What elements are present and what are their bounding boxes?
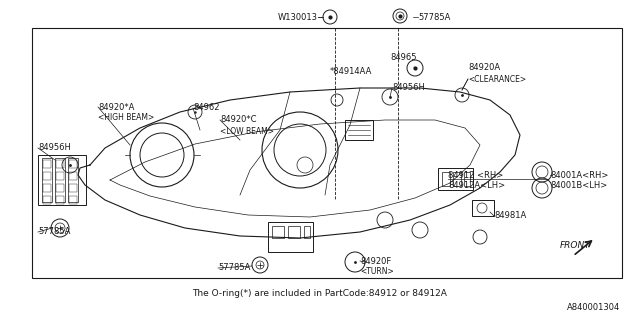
Text: 84920*A: 84920*A xyxy=(98,102,134,111)
Text: *84914AA: *84914AA xyxy=(330,68,372,76)
Text: 84981A: 84981A xyxy=(494,212,526,220)
Bar xyxy=(32,28,622,278)
Bar xyxy=(55,158,65,202)
Bar xyxy=(69,196,77,204)
Bar xyxy=(56,160,64,168)
Text: 84912A<LH>: 84912A<LH> xyxy=(448,181,505,190)
Text: 84920A: 84920A xyxy=(468,63,500,73)
Bar xyxy=(68,158,78,202)
Text: 57785A: 57785A xyxy=(218,263,250,273)
Text: <LOW BEAM>: <LOW BEAM> xyxy=(220,126,274,135)
Bar xyxy=(56,184,64,192)
Bar xyxy=(304,226,310,238)
Bar xyxy=(69,160,77,168)
Bar xyxy=(438,168,473,190)
Text: 57785A: 57785A xyxy=(418,12,451,21)
Bar xyxy=(268,222,313,252)
Text: 57785A: 57785A xyxy=(38,228,70,236)
Text: 84962: 84962 xyxy=(193,103,220,113)
Bar xyxy=(56,196,64,204)
Text: <HIGH BEAM>: <HIGH BEAM> xyxy=(98,114,154,123)
Text: 84920F: 84920F xyxy=(360,257,391,266)
Text: 84001B<LH>: 84001B<LH> xyxy=(550,181,607,190)
Text: 84912 <RH>: 84912 <RH> xyxy=(448,171,503,180)
Bar xyxy=(345,120,373,140)
Text: The O-ring(*) are included in PartCode:84912 or 84912A: The O-ring(*) are included in PartCode:8… xyxy=(193,290,447,299)
Bar xyxy=(43,172,51,180)
Bar xyxy=(472,200,494,216)
Text: FRONT: FRONT xyxy=(560,241,591,250)
Text: 84956H: 84956H xyxy=(392,84,425,92)
Text: A840001304: A840001304 xyxy=(567,303,620,313)
Bar xyxy=(442,172,450,186)
Bar xyxy=(288,226,300,238)
Bar xyxy=(464,172,470,186)
Bar xyxy=(453,172,461,186)
Text: <TURN>: <TURN> xyxy=(360,268,394,276)
Bar xyxy=(272,226,284,238)
Text: <CLEARANCE>: <CLEARANCE> xyxy=(468,75,526,84)
Text: 84956H: 84956H xyxy=(38,143,71,153)
Bar xyxy=(43,196,51,204)
Bar xyxy=(69,184,77,192)
Bar xyxy=(69,172,77,180)
Bar xyxy=(38,155,86,205)
Text: W130013: W130013 xyxy=(278,12,318,21)
Bar xyxy=(42,158,52,202)
Bar xyxy=(43,160,51,168)
Text: 84965: 84965 xyxy=(390,52,417,61)
Bar xyxy=(43,184,51,192)
Bar xyxy=(56,172,64,180)
Text: 84920*C: 84920*C xyxy=(220,116,257,124)
Text: 84001A<RH>: 84001A<RH> xyxy=(550,171,609,180)
